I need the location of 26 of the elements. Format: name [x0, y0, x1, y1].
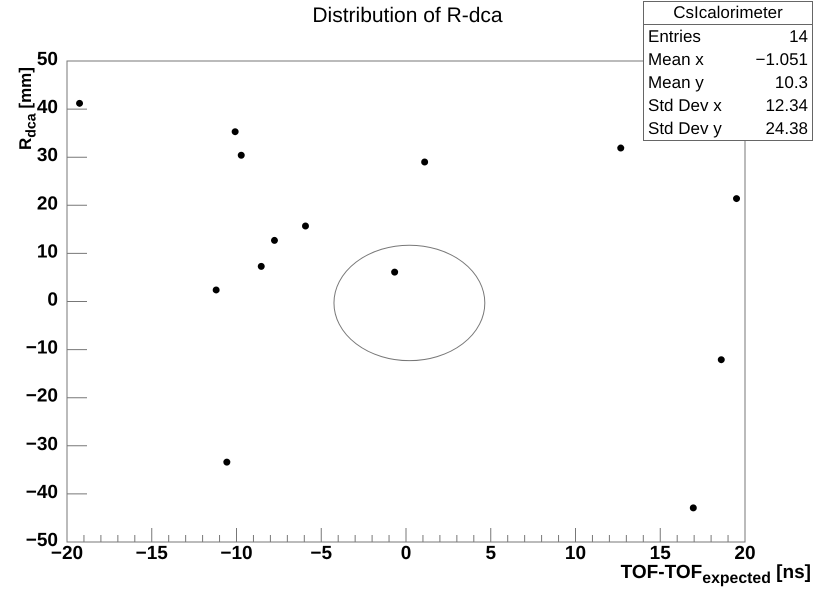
- x-tick-label: 10: [564, 543, 588, 565]
- text: Entries 14: [648, 27, 808, 46]
- x-tick-label: −10: [219, 543, 254, 565]
- y-tick-label: 10: [36, 241, 58, 262]
- y-tick-label: 40: [36, 97, 58, 118]
- y-tick-label: −20: [26, 386, 58, 407]
- x-tick-label: −5: [309, 543, 334, 565]
- y-tick-label: 30: [36, 145, 58, 166]
- text: Mean y 10.3: [648, 73, 808, 92]
- text: CsIcalorimeter: [644, 2, 812, 25]
- y-tick-label: 20: [36, 193, 58, 214]
- x-tick-label: 15: [648, 543, 672, 564]
- y-tick-label: −30: [26, 434, 58, 455]
- x-tick-label: 20: [733, 543, 757, 565]
- y-tick-label: 0: [47, 290, 58, 310]
- y-tick-label: 50: [36, 49, 58, 70]
- y-tick-label: −40: [26, 482, 58, 503]
- text: Std Dev y 24.38: [648, 119, 808, 138]
- y-tick-label: −10: [26, 338, 58, 359]
- chart-title: Distribution of R-dca: [312, 4, 503, 27]
- text: Mean x −1.051: [648, 50, 808, 69]
- x-tick-label: −15: [134, 543, 169, 565]
- text: Std Dev x 12.34: [648, 96, 808, 115]
- x-tick-label: 5: [484, 543, 498, 565]
- x-axis-title: TOF-TOF$_{expected}$ [ns]: [620, 562, 811, 587]
- x-tick-label: 0: [400, 543, 412, 565]
